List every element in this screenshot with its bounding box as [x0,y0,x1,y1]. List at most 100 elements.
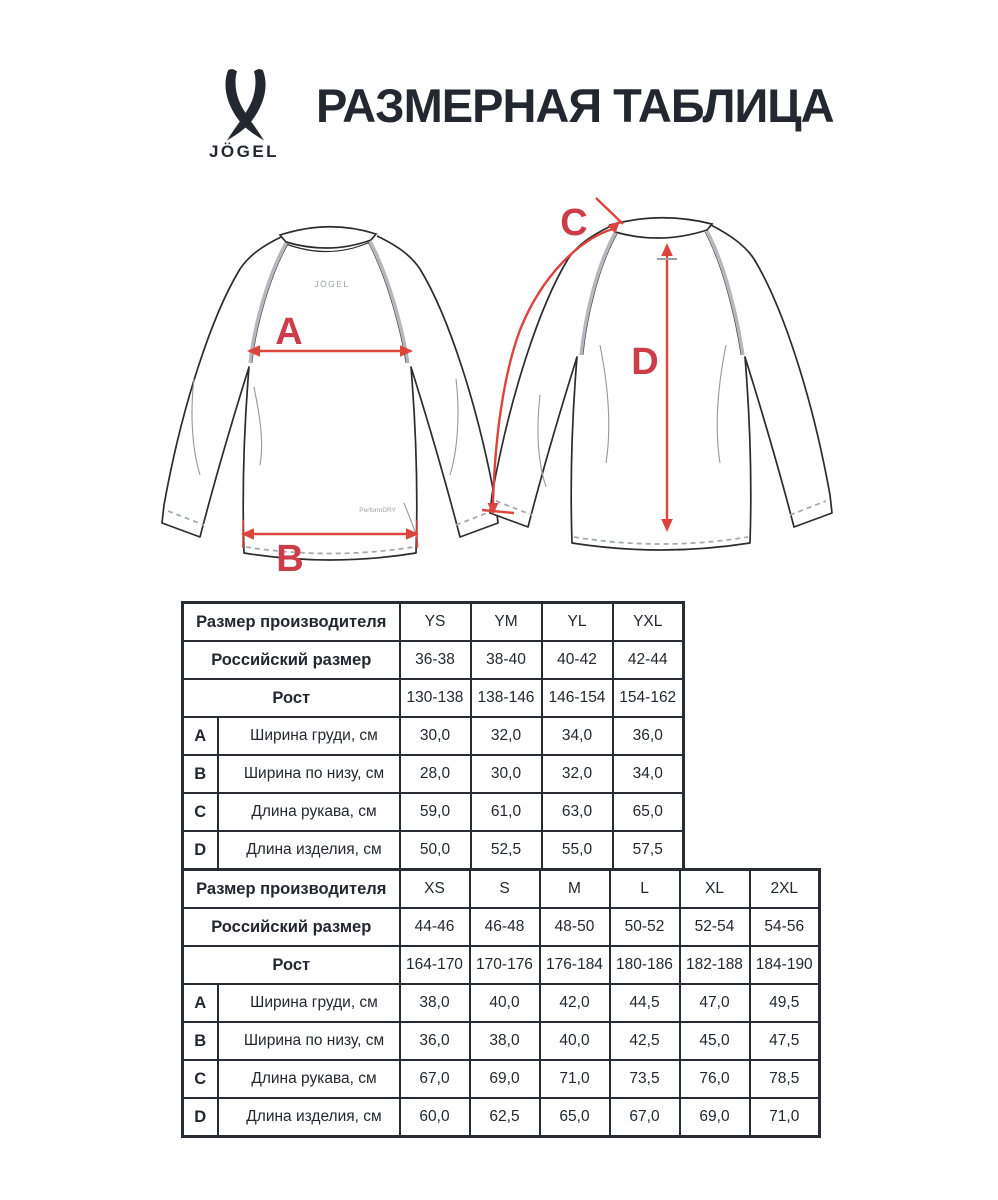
measure-letter-cell: D [181,830,219,871]
table-row: A Ширина груди, см 38,0 40,0 42,0 44,5 4… [181,983,821,1023]
measure-letter-cell: B [181,754,219,794]
size-cell: 52-54 [678,907,751,947]
table-row: Российский размер 44-46 46-48 48-50 50-5… [181,907,821,947]
measure-label-cell: Ширина по низу, см [216,1021,401,1061]
size-cell: 146-154 [540,678,614,718]
table-row: A Ширина груди, см 30,0 32,0 34,0 36,0 [181,716,685,756]
shirt-front-collar [278,225,378,249]
size-cell: 40-42 [540,640,614,680]
value-cell: 30,0 [398,716,472,756]
value-cell: 40,0 [538,1021,611,1061]
value-cell: 71,0 [748,1097,821,1138]
size-cell: 130-138 [398,678,472,718]
size-cell: YS [398,601,472,642]
measure-letter-cell: A [181,716,219,756]
table-row: B Ширина по низу, см 36,0 38,0 40,0 42,5… [181,1021,821,1061]
value-cell: 36,0 [611,716,685,756]
value-cell: 34,0 [611,754,685,794]
table-row: D Длина изделия, см 50,0 52,5 55,0 57,5 [181,830,685,871]
size-table-youth: Размер производителя YS YM YL YXL Россий… [181,601,685,871]
page-title: РАЗМЕРНАЯ ТАБЛИЦА [316,79,835,132]
value-cell: 57,5 [611,830,685,871]
value-cell: 47,5 [748,1021,821,1061]
table-row: C Длина рукава, см 59,0 61,0 63,0 65,0 [181,792,685,832]
shirt-back-collar [608,216,714,239]
value-cell: 67,0 [608,1097,681,1138]
brand-logo-icon [225,69,266,141]
header-label-cell: Российский размер [181,640,401,680]
size-cell: S [468,868,541,909]
value-cell: 34,0 [540,716,614,756]
measure-letter-cell: C [181,1059,219,1099]
size-cell: 180-186 [608,945,681,985]
size-table-adult: Размер производителя XS S M L XL 2XL Рос… [181,868,821,1138]
value-cell: 32,0 [540,754,614,794]
value-cell: 40,0 [468,983,541,1023]
measure-arrow-c-heads [487,221,620,515]
value-cell: 63,0 [540,792,614,832]
shirt-back-stitching [495,500,827,545]
value-cell: 30,0 [469,754,543,794]
value-cell: 52,5 [469,830,543,871]
size-cell: YXL [611,601,685,642]
measure-letter-cell: D [181,1097,219,1138]
table-row: Рост 164-170 170-176 176-184 180-186 182… [181,945,821,985]
measure-label-c: C [560,202,587,244]
shirt-front-outline [161,235,499,561]
measure-label-d: D [631,341,658,383]
shirt-back-outline [489,224,833,551]
shirt-back-raglan-edges [582,231,742,356]
table-row: Рост 130-138 138-146 146-154 154-162 [181,678,685,718]
size-cell: XL [678,868,751,909]
value-cell: 42,0 [538,983,611,1023]
size-cell: 184-190 [748,945,821,985]
measure-label-cell: Длина изделия, см [216,830,401,871]
header-label-cell: Размер производителя [181,601,401,642]
value-cell: 38,0 [468,1021,541,1061]
header-label-cell: Рост [181,945,401,985]
value-cell: 71,0 [538,1059,611,1099]
size-cell: XS [398,868,471,909]
size-cell: 42-44 [611,640,685,680]
value-cell: 60,0 [398,1097,471,1138]
measure-label-cell: Длина рукава, см [216,1059,401,1099]
value-cell: 73,5 [608,1059,681,1099]
size-cell: 44-46 [398,907,471,947]
value-cell: 65,0 [611,792,685,832]
size-cell: 182-188 [678,945,751,985]
size-cell: 48-50 [538,907,611,947]
header-label-cell: Размер производителя [181,868,401,909]
logo-right-blade [227,69,266,141]
value-cell: 59,0 [398,792,472,832]
size-cell: YM [469,601,543,642]
measure-label-cell: Длина изделия, см [216,1097,401,1138]
measure-arrow-d [661,243,673,532]
value-cell: 32,0 [469,716,543,756]
shirt-back-raglan-seams [579,230,745,356]
value-cell: 61,0 [469,792,543,832]
value-cell: 50,0 [398,830,472,871]
shirt-back-diagram: D C [481,197,833,551]
table-row: C Длина рукава, см 67,0 69,0 71,0 73,5 7… [181,1059,821,1099]
measure-arrow-c [481,197,624,515]
shirt-chest-logo-text: JÖGEL [314,279,349,289]
value-cell: 67,0 [398,1059,471,1099]
size-cell: 154-162 [611,678,685,718]
value-cell: 28,0 [398,754,472,794]
header-label-cell: Рост [181,678,401,718]
value-cell: 65,0 [538,1097,611,1138]
value-cell: 49,5 [748,983,821,1023]
measure-label-cell: Ширина груди, см [216,716,401,756]
value-cell: 45,0 [678,1021,751,1061]
shirt-front-diagram: JÖGEL PerformDRY A B [161,225,499,580]
value-cell: 42,5 [608,1021,681,1061]
table-row: D Длина изделия, см 60,0 62,5 65,0 67,0 … [181,1097,821,1138]
measure-label-cell: Ширина по низу, см [216,754,401,794]
size-cell: 170-176 [468,945,541,985]
size-cell: 36-38 [398,640,472,680]
size-cell: 176-184 [538,945,611,985]
size-cell: 50-52 [608,907,681,947]
size-cell: YL [540,601,614,642]
table-row: Размер производителя YS YM YL YXL [181,601,685,642]
